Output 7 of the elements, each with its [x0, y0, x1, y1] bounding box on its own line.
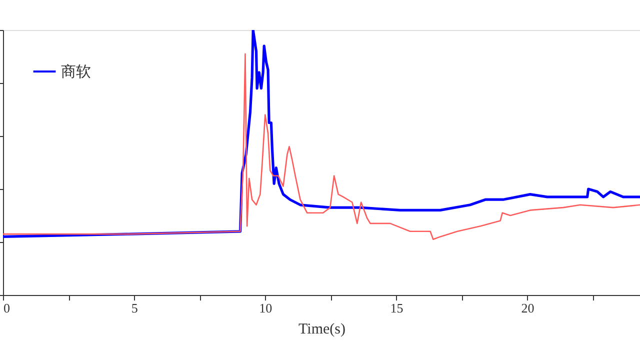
x-tick-label: 5 — [131, 300, 138, 316]
x-tick-label: 20 — [521, 300, 534, 316]
x-tick-label: 0 — [4, 300, 10, 316]
x-tick-label: 15 — [390, 300, 404, 316]
x-tick-label: 10 — [259, 300, 272, 316]
legend-label: 商软 — [61, 64, 91, 80]
x-axis-title: Time(s) — [298, 322, 346, 338]
